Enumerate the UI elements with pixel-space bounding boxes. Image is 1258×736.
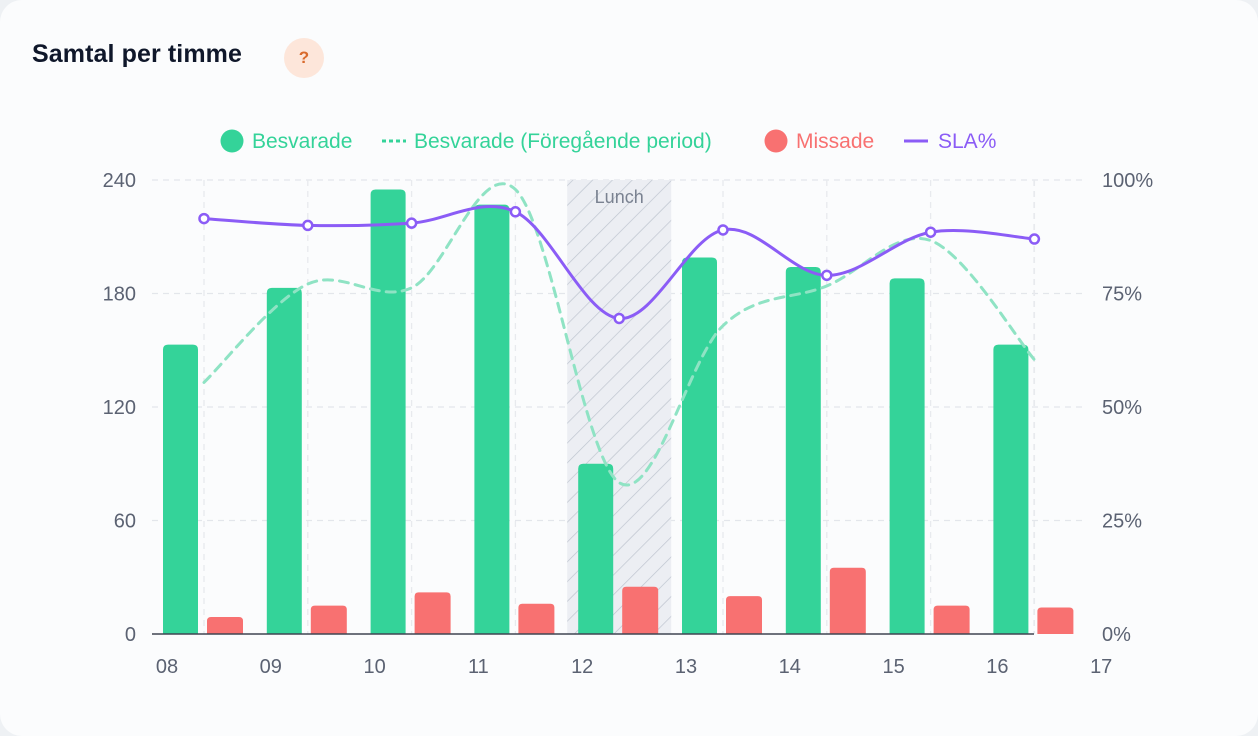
bar-answered — [889, 278, 925, 634]
x-tick-label: 17 — [1090, 656, 1112, 678]
bar-answered — [993, 344, 1029, 634]
bar-answered — [578, 463, 614, 634]
sla-point — [509, 206, 522, 218]
x-tick-label: 14 — [779, 656, 801, 678]
bar-missed — [1037, 607, 1074, 634]
bar-answered — [163, 344, 198, 634]
sla-point — [198, 212, 210, 225]
bar-missed — [622, 586, 659, 634]
bar-missed — [310, 605, 347, 634]
x-tick-label: 08 — [156, 656, 178, 678]
bar-answered — [682, 257, 717, 634]
bar-missed — [518, 603, 555, 634]
x-tick-label: 10 — [363, 656, 385, 678]
bar-answered — [785, 267, 821, 634]
bar-answered — [370, 189, 406, 635]
y-right-tick-label: 100% — [1102, 170, 1153, 192]
y-left-tick-label: 180 — [103, 284, 136, 306]
sla-point — [821, 269, 833, 282]
y-right-tick-label: 0% — [1102, 624, 1131, 646]
x-tick-label: 15 — [882, 656, 904, 678]
sla-point — [717, 224, 729, 236]
bar-missed — [726, 596, 762, 634]
x-tick-label: 13 — [675, 656, 697, 678]
bar-missed — [933, 605, 970, 634]
lunch-label: Lunch — [595, 187, 644, 207]
y-left-tick-label: 60 — [114, 511, 136, 533]
sla-point — [924, 226, 937, 238]
y-right-tick-label: 75% — [1102, 284, 1142, 306]
help-icon[interactable]: ? — [284, 38, 324, 78]
x-tick-label: 12 — [571, 656, 593, 678]
x-tick-label: 11 — [468, 656, 489, 678]
legend-label: Besvarade (Föregående period) — [414, 130, 712, 153]
sla-point — [405, 217, 418, 229]
line-previous-period — [202, 182, 1036, 487]
y-left-tick-label: 240 — [103, 170, 136, 192]
sla-point — [1028, 233, 1041, 245]
y-left-tick-label: 120 — [103, 397, 136, 419]
legend-label: Missade — [796, 130, 874, 153]
sla-point — [613, 312, 625, 325]
bar-missed — [829, 567, 866, 634]
bar-missed — [207, 616, 243, 634]
legend-marker-dot — [764, 129, 788, 153]
x-tick-label: 09 — [260, 656, 282, 678]
y-left-tick-label: 0 — [125, 624, 136, 646]
legend-label: SLA% — [938, 130, 996, 153]
legend-marker-dot — [220, 129, 244, 153]
legend-label: Besvarade — [252, 130, 352, 153]
sla-point — [302, 219, 314, 232]
bar-answered — [474, 204, 510, 634]
y-right-tick-label: 50% — [1102, 397, 1142, 419]
bar-answered — [266, 287, 302, 634]
chart-title: Samtal per timme — [32, 40, 243, 68]
x-tick-label: 16 — [986, 656, 1008, 678]
bar-missed — [414, 592, 451, 634]
y-right-tick-label: 25% — [1102, 511, 1142, 533]
